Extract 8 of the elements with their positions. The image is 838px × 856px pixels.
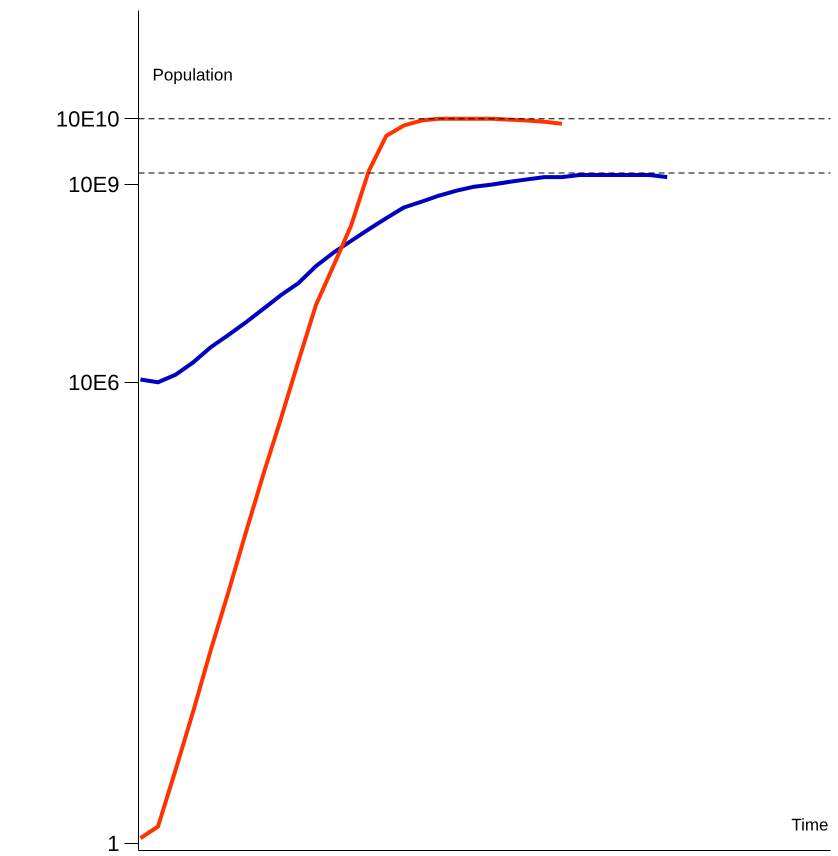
y-tick-label: 1 <box>107 830 120 856</box>
y-tick-label: 10E6 <box>68 370 120 395</box>
y-axis-title: Population <box>152 66 233 84</box>
line-series <box>138 116 564 840</box>
text: Time <box>791 816 829 834</box>
y-tick-label: 10E9 <box>68 172 120 198</box>
y-tick-label: 10E10 <box>56 106 120 132</box>
line-series <box>138 173 670 384</box>
